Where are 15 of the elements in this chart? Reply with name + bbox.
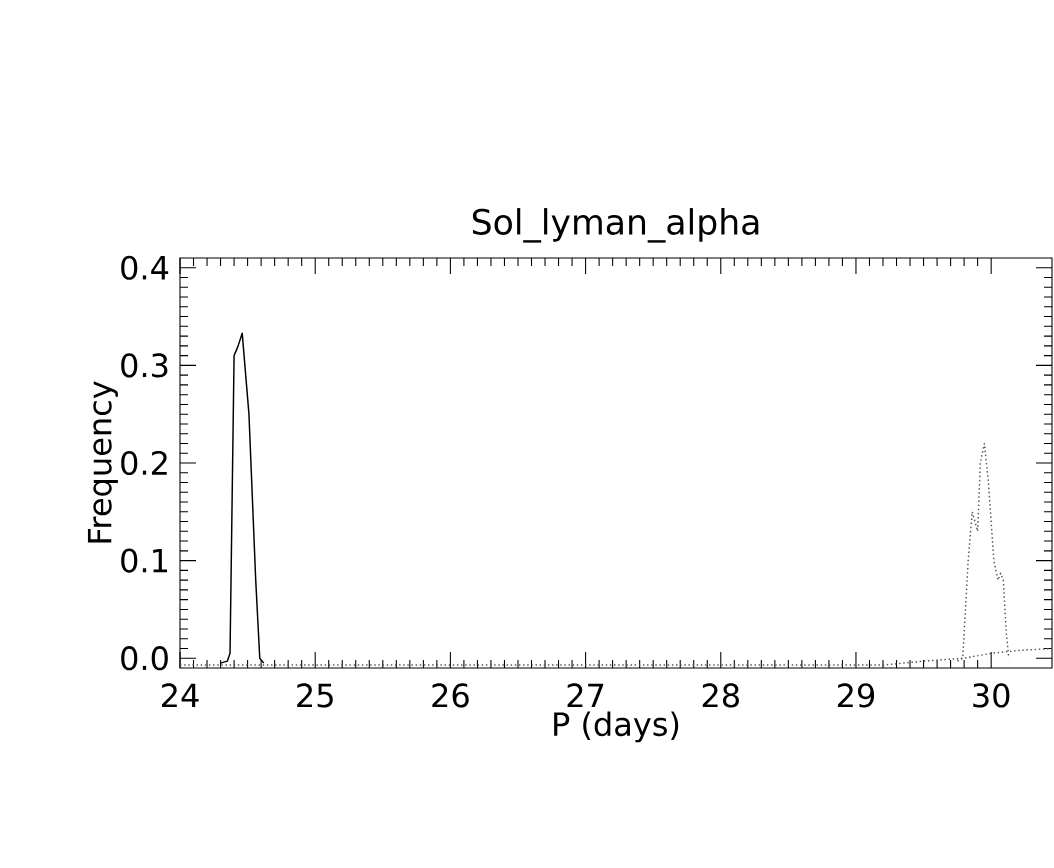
x-tick-label: 26 — [432, 683, 469, 708]
x-tick-label: 29 — [837, 683, 875, 708]
y-tick-label: 0.0 — [121, 646, 168, 671]
y-tick-label: 0.1 — [121, 548, 167, 573]
y-tick-label: 0.3 — [121, 353, 168, 378]
y-tick-label: 0.4 — [121, 255, 169, 280]
x-tick-label: 30 — [973, 683, 1010, 708]
x-axis-title: P (days) — [554, 711, 679, 743]
x-tick-label: 24 — [161, 683, 199, 708]
x-tick-label: 28 — [702, 683, 739, 708]
x-tick-label: 25 — [297, 683, 333, 708]
chart-title: Sol_lyman_alpha — [472, 208, 759, 243]
x-tick-label: 27 — [567, 683, 604, 708]
y-tick-label: 0.2 — [121, 450, 167, 476]
y-axis-title: Frequency — [87, 381, 118, 543]
